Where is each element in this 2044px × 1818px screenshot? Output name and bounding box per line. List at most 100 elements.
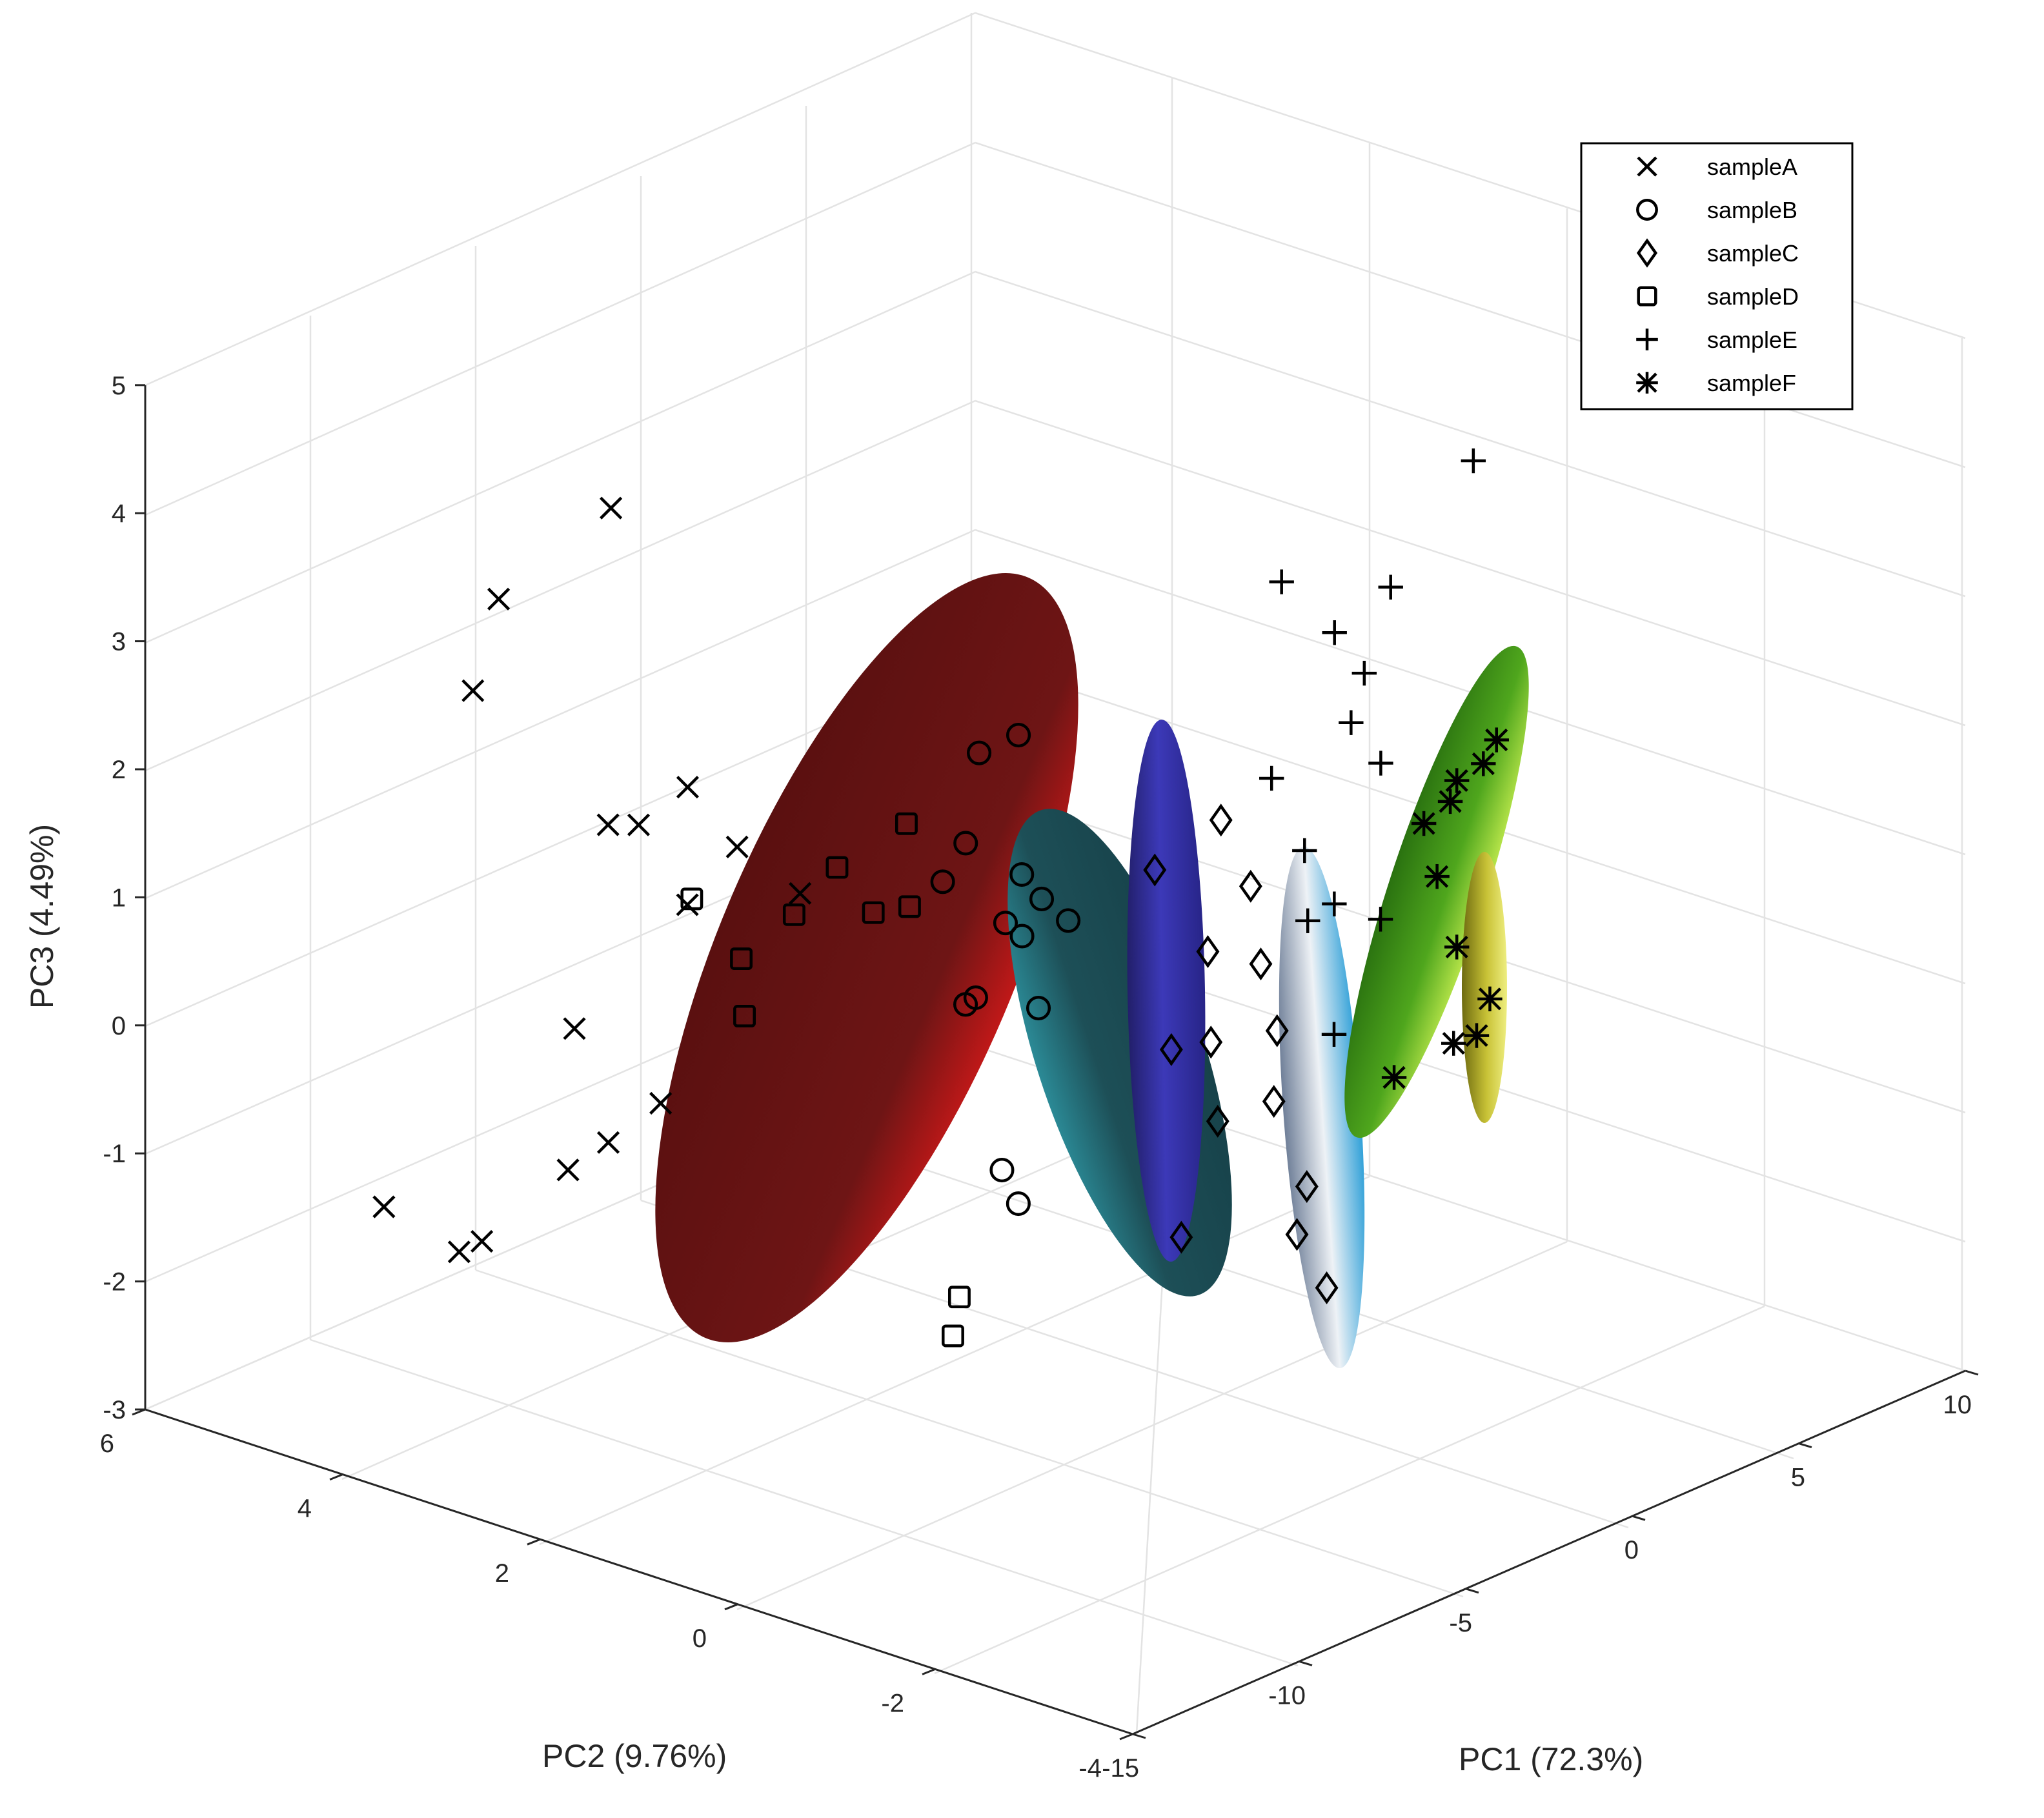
z-tick-label-9: 5 <box>112 372 126 400</box>
x-tick-label-2: -10 <box>1268 1681 1306 1710</box>
point-sampleF-9 <box>1464 1023 1490 1048</box>
y-tick-mark <box>329 1473 343 1480</box>
point-sampleC-13 <box>1169 1220 1193 1254</box>
point-sampleB-3 <box>953 831 978 856</box>
point-sampleE-1 <box>1461 448 1486 474</box>
y-tick-mark <box>527 1538 541 1546</box>
point-sampleD-7 <box>730 947 753 971</box>
point-sampleC-10 <box>1206 1104 1229 1138</box>
x-tick-label-5: 5 <box>1791 1464 1805 1492</box>
z-tick-label-5: 1 <box>112 884 126 912</box>
point-sampleA-7 <box>676 893 699 916</box>
point-sampleE-7 <box>1368 751 1393 776</box>
x-tick-label-3: -5 <box>1449 1609 1472 1637</box>
point-sampleA-11 <box>556 1158 580 1182</box>
data-points <box>372 448 1509 1348</box>
point-sampleA-4 <box>676 776 700 799</box>
x-tick-mark <box>1632 1515 1646 1521</box>
y-tick-mark <box>922 1668 936 1675</box>
ellipse-sampleF <box>1462 852 1507 1123</box>
y-tick-label-4: 2 <box>495 1559 509 1588</box>
point-sampleA-9 <box>563 1017 586 1040</box>
point-sampleD-1 <box>895 812 918 835</box>
legend-label-sampleC: sampleC <box>1707 240 1799 267</box>
point-sampleC-6 <box>1265 1014 1289 1047</box>
point-sampleC-11 <box>1295 1169 1319 1203</box>
point-sampleF-3 <box>1437 789 1463 814</box>
point-sampleE-4 <box>1322 620 1347 645</box>
ellipse-sampleB <box>1127 720 1206 1262</box>
point-sampleE-6 <box>1339 710 1364 735</box>
point-sampleA-8 <box>627 813 651 836</box>
point-sampleE-10 <box>1322 891 1347 916</box>
ellipse-sampleE <box>1344 645 1529 1138</box>
z-tick-label-4: 0 <box>112 1012 126 1040</box>
point-sampleB-9 <box>963 985 988 1010</box>
y-axis-line <box>145 1408 1133 1735</box>
point-sampleD-4 <box>862 901 885 924</box>
point-sampleB-11 <box>989 1158 1015 1183</box>
legend-marker-sampleA <box>1637 156 1657 177</box>
point-sampleB-7 <box>1009 924 1035 949</box>
point-sampleC-8 <box>1199 1025 1223 1059</box>
point-sampleA-13 <box>471 1229 494 1253</box>
point-sampleA-5 <box>596 813 620 836</box>
point-sampleD-5 <box>782 903 805 926</box>
x-tick-label-4: 0 <box>1624 1536 1639 1564</box>
point-sampleB-6 <box>1029 886 1055 912</box>
ellipse-sampleA <box>655 573 1078 1342</box>
point-sampleB-5 <box>930 869 955 894</box>
point-sampleD-9 <box>947 1286 971 1309</box>
legend-box <box>1580 142 1854 410</box>
point-sampleE-9 <box>1292 838 1317 864</box>
y-tick-label-1: -4 <box>1078 1754 1102 1783</box>
legend-marker-sampleF <box>1636 372 1658 394</box>
point-sampleB-12 <box>1006 1191 1031 1217</box>
legend-label-sampleE: sampleE <box>1707 327 1797 353</box>
point-sampleD-10 <box>942 1324 964 1348</box>
y-tick-label-2: -2 <box>881 1689 904 1717</box>
y-tick-label-5: 4 <box>298 1495 312 1523</box>
point-sampleC-2 <box>1143 853 1167 887</box>
x-tick-label-1: -15 <box>1102 1754 1139 1783</box>
point-sampleE-12 <box>1368 907 1393 932</box>
point-sampleB-2 <box>1006 722 1031 748</box>
x-tick-label-6: 10 <box>1943 1391 1972 1419</box>
y-tick-mark <box>1119 1733 1133 1741</box>
point-sampleE-8 <box>1259 765 1284 791</box>
x-tick-mark <box>1132 1733 1146 1739</box>
point-sampleC-14 <box>1315 1271 1339 1304</box>
x-tick-mark <box>1299 1660 1313 1666</box>
point-sampleF-2 <box>1444 768 1470 793</box>
point-sampleA-3 <box>461 679 485 702</box>
point-sampleE-5 <box>1351 660 1377 686</box>
y-tick-mark <box>132 1408 146 1416</box>
point-sampleF-7 <box>1444 934 1470 960</box>
y-tick-label-3: 0 <box>693 1624 707 1653</box>
point-sampleB-1 <box>966 740 992 765</box>
legend: sampleA sampleB sampleC sampleD sampleE sampl… <box>1580 142 1854 410</box>
legend-marker-sampleC <box>1636 238 1658 268</box>
point-sampleD-6 <box>680 887 703 911</box>
legend-label-sampleF: sampleF <box>1707 370 1796 396</box>
point-sampleF-6 <box>1424 864 1450 889</box>
point-sampleC-4 <box>1196 934 1220 968</box>
legend-marker-sampleD <box>1637 286 1657 307</box>
point-sampleD-2 <box>825 856 849 879</box>
point-sampleE-11 <box>1295 908 1321 933</box>
y-tick-mark <box>724 1603 738 1611</box>
legend-label-sampleB: sampleB <box>1707 197 1797 223</box>
point-sampleF-8 <box>1477 986 1503 1012</box>
z-tick-label-8: 4 <box>112 500 126 528</box>
point-sampleA-16 <box>789 882 812 905</box>
point-sampleB-10 <box>1026 995 1051 1021</box>
point-sampleA-12 <box>596 1131 620 1154</box>
x-tick-mark <box>1798 1442 1812 1449</box>
legend-label-sampleD: sampleD <box>1707 283 1799 310</box>
ellipse-sampleC <box>1279 846 1365 1369</box>
y-tick-label-6: 6 <box>100 1429 114 1458</box>
point-sampleB-14 <box>1056 908 1081 933</box>
point-sampleF-4 <box>1411 811 1437 836</box>
